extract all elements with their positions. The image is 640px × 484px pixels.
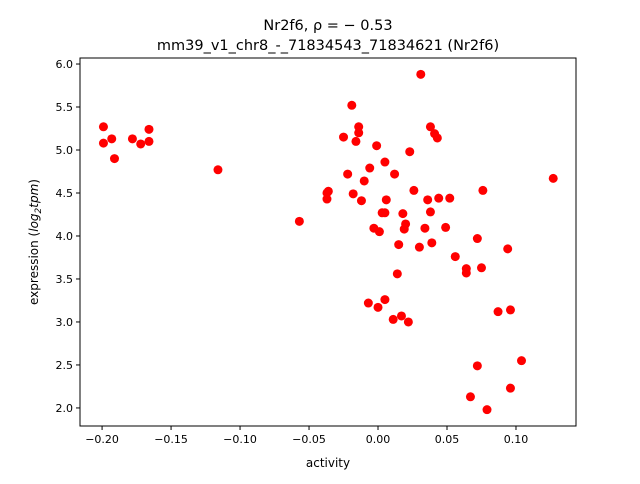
data-point (98, 122, 108, 132)
data-point (390, 169, 400, 179)
data-point (478, 185, 488, 195)
x-tick-label: −0.20 (85, 433, 119, 446)
data-point (517, 356, 527, 366)
y-tick-label: 3.0 (56, 316, 74, 329)
data-point (476, 263, 486, 273)
data-point (450, 252, 460, 262)
x-axis-label: activity (306, 456, 350, 470)
data-point (380, 295, 390, 305)
data-point (322, 194, 332, 204)
x-tick-label: 0.10 (504, 433, 529, 446)
data-point (356, 196, 366, 206)
data-point (445, 193, 455, 203)
y-tick-label: 5.5 (56, 101, 74, 114)
data-point (354, 128, 364, 138)
data-point (425, 122, 435, 132)
data-point (144, 136, 154, 146)
data-point (380, 208, 390, 218)
data-point (441, 222, 451, 232)
data-point (405, 147, 415, 157)
x-tick-label: −0.10 (223, 433, 257, 446)
data-point (107, 134, 117, 144)
x-tick-label: −0.15 (154, 433, 188, 446)
data-point (363, 298, 373, 308)
data-point (323, 186, 333, 196)
data-point (423, 195, 433, 205)
data-point (213, 165, 223, 175)
data-point (505, 305, 515, 315)
y-axis-label: expression (log2tpm) (27, 179, 44, 305)
data-point (427, 238, 437, 248)
data-point (399, 224, 409, 234)
data-point (465, 392, 475, 402)
data-point (503, 244, 513, 254)
y-tick-label: 6.0 (56, 58, 74, 71)
data-point (493, 307, 503, 317)
x-tick-label: 0.05 (435, 433, 460, 446)
data-point (398, 209, 408, 219)
data-point (403, 317, 413, 327)
data-point (359, 176, 369, 186)
data-point (294, 216, 304, 226)
data-point (381, 195, 391, 205)
data-point (414, 242, 424, 252)
data-point (374, 227, 384, 237)
data-point (416, 69, 426, 79)
data-point (127, 134, 137, 144)
data-point (432, 133, 442, 143)
data-point (380, 157, 390, 167)
data-point (394, 240, 404, 250)
data-point (144, 124, 154, 134)
data-point (373, 302, 383, 312)
y-tick-label: 4.5 (56, 187, 74, 200)
data-point (396, 311, 406, 321)
data-point (348, 189, 358, 199)
y-tick-label: 2.5 (56, 359, 74, 372)
data-point (548, 173, 558, 183)
data-point (425, 207, 435, 217)
data-point (136, 139, 146, 149)
data-point (505, 383, 515, 393)
data-point (420, 223, 430, 233)
y-tick-label: 3.5 (56, 273, 74, 286)
plot-frame (79, 57, 577, 427)
data-point (339, 132, 349, 142)
data-point (461, 268, 471, 278)
data-point (98, 138, 108, 148)
data-point (343, 169, 353, 179)
data-point (388, 314, 398, 324)
data-point (409, 185, 419, 195)
y-tick-label: 4.0 (56, 230, 74, 243)
y-tick-label: 2.0 (56, 402, 74, 415)
chart-title-line2: mm39_v1_chr8_-_71834543_71834621 (Nr2f6) (157, 38, 499, 54)
data-point (372, 141, 382, 151)
data-point (109, 154, 119, 164)
data-point (347, 100, 357, 110)
data-point (392, 269, 402, 279)
data-point (365, 163, 375, 173)
data-point (472, 234, 482, 244)
data-point (482, 405, 492, 415)
data-point (472, 361, 482, 371)
x-tick-label: −0.05 (292, 433, 326, 446)
x-tick-label: 0.00 (366, 433, 391, 446)
y-tick-label: 5.0 (56, 144, 74, 157)
chart-title-line1: Nr2f6, ρ = − 0.53 (263, 18, 392, 34)
data-point (351, 136, 361, 146)
data-point (434, 193, 444, 203)
